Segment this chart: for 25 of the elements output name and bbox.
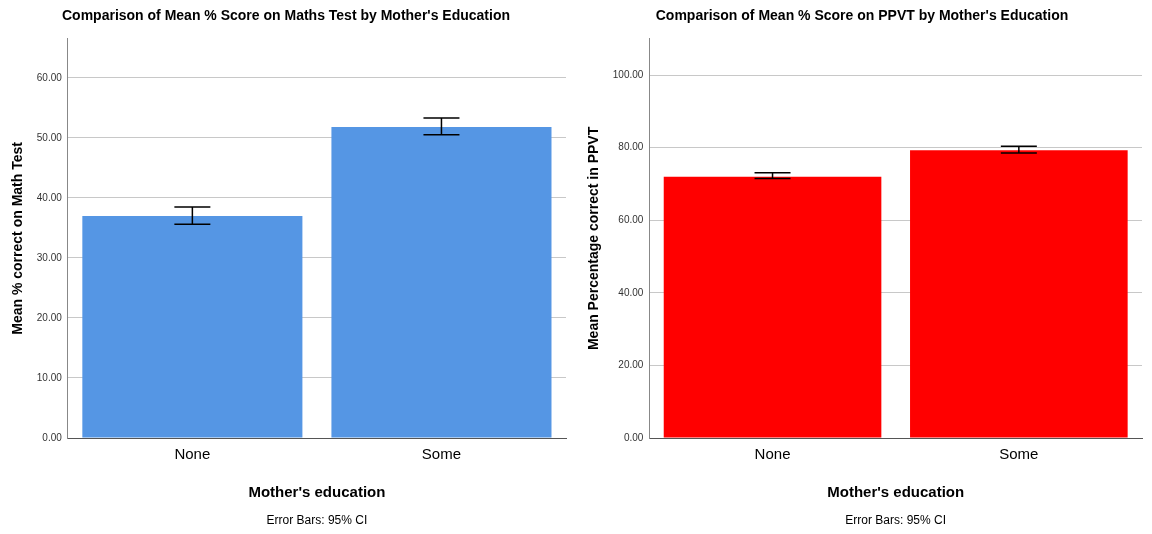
y-axis-title: Mean Percentage correct in PPVT (585, 126, 602, 351)
text: Error Bars: 95% CI (266, 513, 368, 527)
text: Error Bars: 95% CI (845, 513, 947, 527)
y-axis-title: Mean % correct on Math Test (9, 141, 26, 335)
chart-title: Comparison of Mean % Score on PPVT by Mother's Education (655, 7, 1069, 24)
y-tick-label: 100.00 (612, 68, 644, 80)
y-tick-label: 40.00 (618, 286, 644, 298)
x-axis-title: Mother's education (248, 483, 386, 501)
y-tick-label: 80.00 (618, 141, 644, 153)
y-tick-label: 20.00 (36, 311, 63, 323)
y-tick-label: 40.00 (36, 191, 63, 203)
x-tick-label: Some (999, 445, 1039, 463)
y-tick-label: 50.00 (36, 131, 63, 143)
chart-title: Comparison of Mean % Score on Maths Test by Mother's Education (61, 7, 511, 24)
x-axis-title: Mother's education (827, 483, 965, 501)
y-tick-label: 60.00 (36, 71, 63, 83)
y-tick-label: 0.00 (42, 431, 63, 443)
y-tick-label: 30.00 (36, 251, 63, 263)
y-tick-label: 0.00 (623, 431, 644, 443)
y-tick-label: 20.00 (618, 359, 644, 371)
x-tick-label: None (754, 445, 791, 463)
x-tick-label: None (174, 445, 211, 463)
x-tick-label: Some (421, 445, 462, 463)
y-tick-label: 60.00 (618, 214, 644, 225)
y-tick-label: 10.00 (36, 371, 63, 383)
